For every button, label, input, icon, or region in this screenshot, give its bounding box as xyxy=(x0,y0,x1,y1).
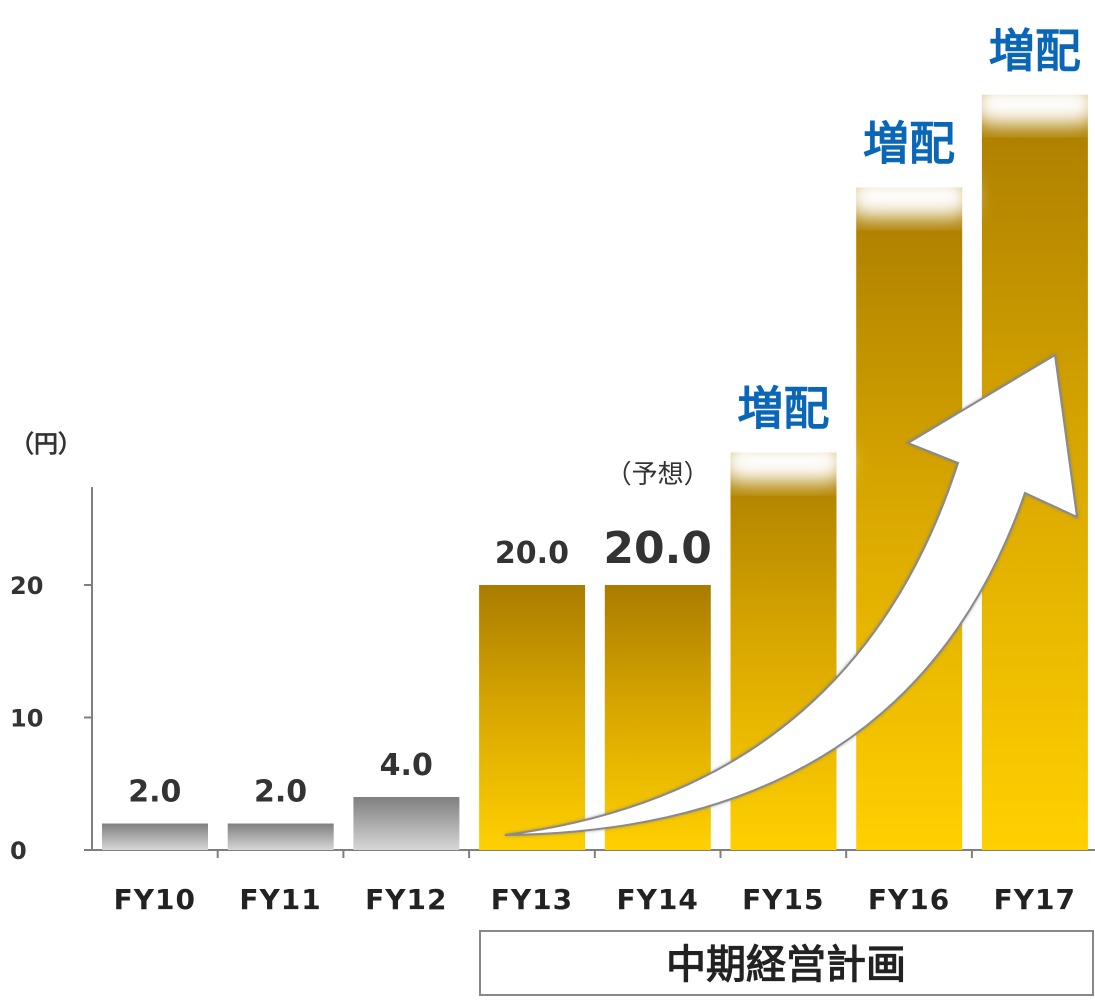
category-label: FY12 xyxy=(365,883,447,916)
plan-layer: 中期経営計画 xyxy=(479,930,1094,996)
category-label: FY11 xyxy=(239,883,321,916)
data-label-fy14: 20.0 xyxy=(603,523,712,574)
increase-label-fy15: 増配 xyxy=(737,382,829,436)
labels-layer: FY10 2.0 FY11 2.0 FY12 4.0 FY13 20.0 FY14 20.0 （予想… xyxy=(114,460,1076,916)
data-label-fy12: 4.0 xyxy=(380,748,433,783)
bar-fy12 xyxy=(353,797,460,850)
category-label: FY17 xyxy=(994,883,1076,916)
bar-fy13 xyxy=(479,585,586,850)
y-tick-label: 10 xyxy=(10,705,43,733)
bar-fy10 xyxy=(102,823,208,850)
category-label: FY13 xyxy=(491,883,573,916)
y-tick-label: 20 xyxy=(10,572,43,600)
category-label: FY16 xyxy=(868,883,950,916)
growth-arrow xyxy=(504,353,1079,836)
data-label-fy13: 20.0 xyxy=(495,536,569,571)
bar-top-glow xyxy=(846,175,973,218)
category-label: FY15 xyxy=(742,883,824,916)
category-label: FY14 xyxy=(616,883,698,916)
plan-label: 中期経営計画 xyxy=(666,942,906,988)
bar-top-glow xyxy=(720,440,847,483)
increase-label-fy16: 増配 xyxy=(863,117,955,171)
plan-box xyxy=(479,930,1094,996)
category-label: FY10 xyxy=(114,883,196,916)
data-label-fy11: 2.0 xyxy=(254,775,307,810)
data-label-fy10: 2.0 xyxy=(128,775,181,810)
y-tick-label: 0 xyxy=(10,837,27,865)
y-unit-label: （円） xyxy=(10,430,82,458)
y-ticks-layer: 0 10 20 （円） xyxy=(10,430,92,865)
bar-top-glow xyxy=(971,82,1095,125)
bar-fy11 xyxy=(227,823,334,850)
increase-label-fy17: 増配 xyxy=(989,24,1081,78)
forecast-note: （予想） xyxy=(606,460,710,490)
